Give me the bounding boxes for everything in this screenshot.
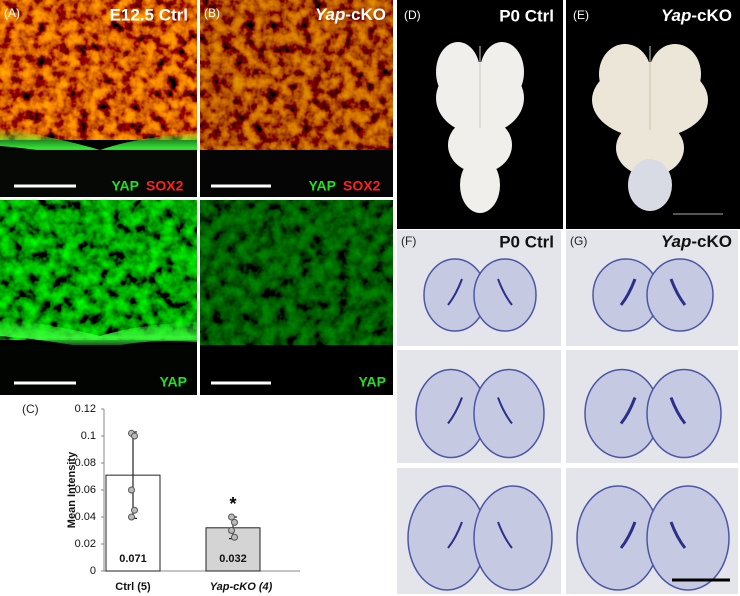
panel-e: (E) Yap-cKO	[566, 0, 740, 229]
title-rest: -cKO	[691, 232, 732, 251]
data-point	[228, 513, 235, 521]
panel-label: (B)	[204, 6, 220, 20]
panel-a-bottom: YAP	[0, 200, 197, 395]
panel-title: E12.5 Ctrl	[110, 5, 188, 24]
panel-title: P0 Ctrl	[499, 6, 554, 25]
y-tick-label: 0.08	[75, 457, 96, 469]
panel-b-top: (B) Yap-cKO YAP SOX2	[200, 0, 393, 197]
y-axis-label: Mean Intensity	[66, 451, 78, 528]
section-panels	[397, 230, 738, 594]
value-label: 0.071	[119, 553, 147, 565]
panel-title: Yap-cKO	[661, 6, 732, 25]
title-italic: Yap	[661, 6, 692, 25]
ventricle	[447, 397, 513, 425]
y-tick-label: 0.1	[81, 430, 96, 442]
section	[473, 485, 553, 591]
ventricle	[619, 278, 687, 306]
data-point	[128, 513, 135, 521]
section	[646, 368, 722, 459]
data-point	[231, 518, 238, 526]
section-labels: (F) P0 Ctrl (G) Yap-cKO	[401, 232, 732, 582]
stain-label: YAP	[111, 178, 139, 194]
title-rest: -cKO	[691, 6, 732, 25]
panel-label: (C)	[22, 402, 39, 416]
y-tick-label: 0.06	[75, 484, 96, 496]
stain-label: YAP	[159, 374, 187, 390]
title-rest: -cKO	[345, 5, 386, 24]
ventricle	[619, 396, 687, 425]
significance: *	[229, 494, 236, 514]
panel-label: (F)	[401, 234, 416, 248]
panel-title: P0 Ctrl	[499, 232, 554, 251]
stain-label: SOX2	[343, 178, 381, 194]
value-label: 0.032	[219, 553, 247, 565]
data-point	[131, 432, 138, 440]
y-tick-label: 0.02	[75, 538, 96, 550]
data-point	[231, 533, 238, 541]
title-italic: Yap	[315, 5, 346, 24]
y-tick-label: 0	[90, 565, 96, 577]
stain-label: YAP	[308, 178, 336, 194]
data-point	[228, 527, 235, 534]
title-italic: Yap	[661, 232, 692, 251]
panel-label: (D)	[404, 8, 421, 22]
data-point	[128, 486, 135, 494]
ventricle	[447, 278, 513, 306]
y-tick-label: 0.04	[75, 511, 96, 523]
panel-title: Yap-cKO	[315, 5, 386, 24]
x-tick-label: Ctrl (5)	[115, 581, 151, 593]
bar-chart: (C) Mean Intensity 0 0.02 0.04 0.06 0.08 0.1 0…	[22, 402, 300, 593]
section	[646, 485, 730, 591]
panel-a-top: (A) E12.5 Ctrl YAP SOX2	[0, 0, 197, 197]
y-tick-label: 0.12	[75, 403, 96, 415]
stain-label: SOX2	[146, 178, 184, 194]
ventricle	[447, 521, 513, 549]
panel-title: Yap-cKO	[661, 232, 732, 251]
ventricle	[619, 521, 687, 549]
data-point	[131, 506, 138, 514]
panel-label: (A)	[4, 6, 20, 20]
panel-label: (E)	[573, 8, 589, 22]
panel-label: (G)	[570, 234, 587, 248]
panel-d: (D) P0 Ctrl	[397, 0, 563, 229]
x-tick-label: Yap-cKO (4)	[210, 581, 273, 593]
panel-b-bottom: YAP	[200, 200, 393, 395]
section	[473, 368, 545, 459]
stain-label: YAP	[358, 374, 386, 390]
